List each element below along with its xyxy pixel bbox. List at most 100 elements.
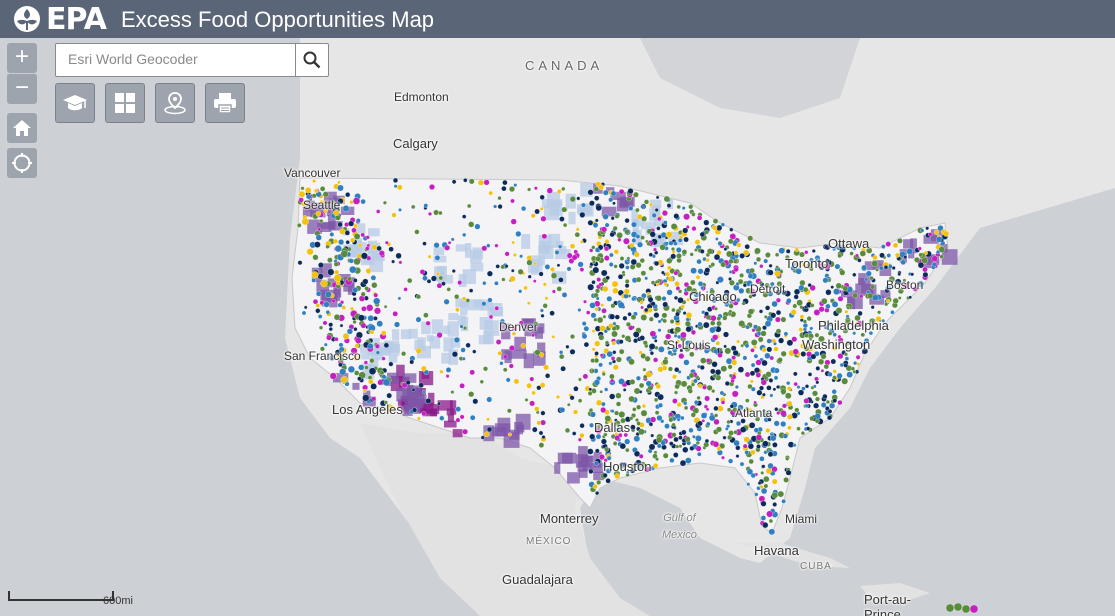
facility-point[interactable] xyxy=(633,435,641,442)
zoom-in-button[interactable]: + xyxy=(7,43,37,73)
facility-point[interactable] xyxy=(722,315,728,321)
facility-point[interactable] xyxy=(460,347,466,353)
facility-point[interactable] xyxy=(382,200,387,205)
facility-point[interactable] xyxy=(693,378,698,384)
facility-point[interactable] xyxy=(809,284,816,291)
facility-point[interactable] xyxy=(679,459,687,467)
facility-point[interactable] xyxy=(717,241,723,246)
region-block[interactable] xyxy=(321,292,330,307)
facility-point[interactable] xyxy=(665,271,671,277)
region-block[interactable] xyxy=(550,201,562,212)
facility-point[interactable] xyxy=(704,229,709,235)
region-block[interactable] xyxy=(387,372,399,385)
facility-point[interactable] xyxy=(499,318,505,324)
facility-point[interactable] xyxy=(697,321,703,327)
facility-point[interactable] xyxy=(329,232,335,237)
facility-point[interactable] xyxy=(680,380,688,388)
facility-point[interactable] xyxy=(759,385,764,391)
facility-point[interactable] xyxy=(454,294,460,300)
facility-point[interactable] xyxy=(727,364,733,370)
facility-point[interactable] xyxy=(710,315,717,322)
facility-point[interactable] xyxy=(717,276,724,283)
facility-point[interactable] xyxy=(804,403,809,408)
facility-point[interactable] xyxy=(629,379,636,385)
facility-point[interactable] xyxy=(494,281,499,286)
facility-point[interactable] xyxy=(673,213,680,219)
region-block[interactable] xyxy=(537,342,546,358)
region-block[interactable] xyxy=(521,234,531,249)
facility-point[interactable] xyxy=(815,396,820,402)
facility-point[interactable] xyxy=(814,332,820,338)
facility-point[interactable] xyxy=(680,331,687,339)
facility-point[interactable] xyxy=(795,268,802,275)
facility-point[interactable] xyxy=(575,227,580,232)
facility-point[interactable] xyxy=(551,289,556,294)
facility-point[interactable] xyxy=(814,376,819,382)
facility-point[interactable] xyxy=(793,381,798,387)
facility-point[interactable] xyxy=(594,307,599,312)
facility-point[interactable] xyxy=(586,310,591,315)
facility-point[interactable] xyxy=(666,257,673,264)
facility-point[interactable] xyxy=(595,204,602,212)
region-block[interactable] xyxy=(524,325,537,337)
facility-point[interactable] xyxy=(755,416,761,422)
facility-point[interactable] xyxy=(758,280,763,285)
facility-point[interactable] xyxy=(772,387,777,392)
facility-point[interactable] xyxy=(674,326,682,333)
facility-point[interactable] xyxy=(827,409,833,414)
facility-point[interactable] xyxy=(743,249,750,256)
region-block[interactable] xyxy=(465,248,472,258)
facility-point[interactable] xyxy=(510,218,517,225)
facility-point[interactable] xyxy=(827,330,833,336)
facility-point[interactable] xyxy=(540,313,545,318)
facility-point[interactable] xyxy=(397,296,402,301)
facility-point[interactable] xyxy=(853,361,858,366)
facility-point[interactable] xyxy=(825,258,830,264)
facility-point[interactable] xyxy=(618,378,625,385)
facility-point[interactable] xyxy=(590,358,596,363)
facility-point[interactable] xyxy=(854,314,861,322)
facility-point[interactable] xyxy=(605,467,612,474)
facility-point[interactable] xyxy=(753,345,757,349)
facility-point[interactable] xyxy=(672,398,678,404)
search-button[interactable] xyxy=(295,44,328,76)
facility-point[interactable] xyxy=(678,444,683,449)
facility-point[interactable] xyxy=(686,285,693,292)
facility-point[interactable] xyxy=(731,390,739,398)
region-block[interactable] xyxy=(555,249,571,260)
facility-point[interactable] xyxy=(837,400,843,406)
facility-point[interactable] xyxy=(701,419,706,423)
facility-point[interactable] xyxy=(658,402,663,408)
facility-point[interactable] xyxy=(567,402,571,407)
facility-point[interactable] xyxy=(775,309,782,316)
facility-point[interactable] xyxy=(844,342,849,347)
facility-point[interactable] xyxy=(892,297,899,304)
facility-point[interactable] xyxy=(860,332,866,338)
facility-point[interactable] xyxy=(375,350,380,355)
facility-point[interactable] xyxy=(786,381,791,386)
facility-point[interactable] xyxy=(513,183,518,187)
facility-point[interactable] xyxy=(711,224,718,231)
facility-point[interactable] xyxy=(738,287,745,294)
facility-point[interactable] xyxy=(666,203,672,208)
facility-point[interactable] xyxy=(811,249,816,253)
facility-point[interactable] xyxy=(472,349,477,354)
facility-point[interactable] xyxy=(608,197,614,203)
facility-point[interactable] xyxy=(381,374,387,380)
facility-point[interactable] xyxy=(767,269,774,276)
facility-point[interactable] xyxy=(861,347,869,355)
facility-point[interactable] xyxy=(306,248,314,256)
facility-point[interactable] xyxy=(301,310,307,316)
facility-point[interactable] xyxy=(773,420,780,427)
facility-point[interactable] xyxy=(572,431,577,436)
facility-point[interactable] xyxy=(690,267,697,274)
facility-point[interactable] xyxy=(719,390,725,396)
facility-point[interactable] xyxy=(459,324,464,329)
facility-point[interactable] xyxy=(785,254,790,260)
facility-point[interactable] xyxy=(333,314,341,321)
facility-point[interactable] xyxy=(398,208,402,212)
region-block[interactable] xyxy=(501,323,511,340)
facility-point[interactable] xyxy=(804,384,810,389)
facility-point[interactable] xyxy=(345,240,350,245)
facility-point[interactable] xyxy=(323,208,329,214)
